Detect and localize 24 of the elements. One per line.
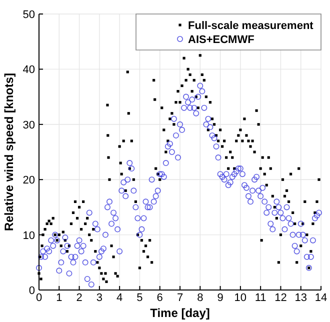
- y-tick-label: 30: [22, 119, 35, 132]
- x-tick-label: 11: [254, 292, 266, 304]
- x-axis-title: Time [day]: [150, 306, 210, 320]
- x-tick-label: 9: [217, 292, 224, 304]
- x-tick-label: 13: [294, 292, 307, 304]
- x-tick-label: 6: [156, 292, 163, 304]
- x-tick-label: 12: [274, 292, 287, 304]
- y-tick-label: 20: [22, 174, 35, 187]
- x-tick-label: 7: [176, 292, 184, 304]
- x-tick-label: 2: [76, 292, 82, 304]
- x-tick-label: 14: [314, 292, 328, 304]
- x-tick-label: 8: [197, 292, 204, 304]
- legend-label: Full-scale measurement: [188, 20, 314, 32]
- y-axis-title: Relative wind speed [knots]: [2, 72, 16, 232]
- y-tick-label: 40: [22, 64, 35, 76]
- legend-label: AIS+ECMWF: [188, 34, 255, 46]
- x-tick-label: 3: [96, 292, 102, 304]
- x-tick-label: 10: [234, 292, 247, 304]
- x-tick-label: 4: [116, 292, 123, 304]
- y-tick-label: 50: [22, 9, 35, 21]
- x-tick-label: 0: [36, 292, 42, 304]
- y-tick-label: 10: [22, 230, 35, 242]
- x-tick-label: 5: [136, 292, 143, 304]
- x-tick-label: 1: [56, 292, 62, 304]
